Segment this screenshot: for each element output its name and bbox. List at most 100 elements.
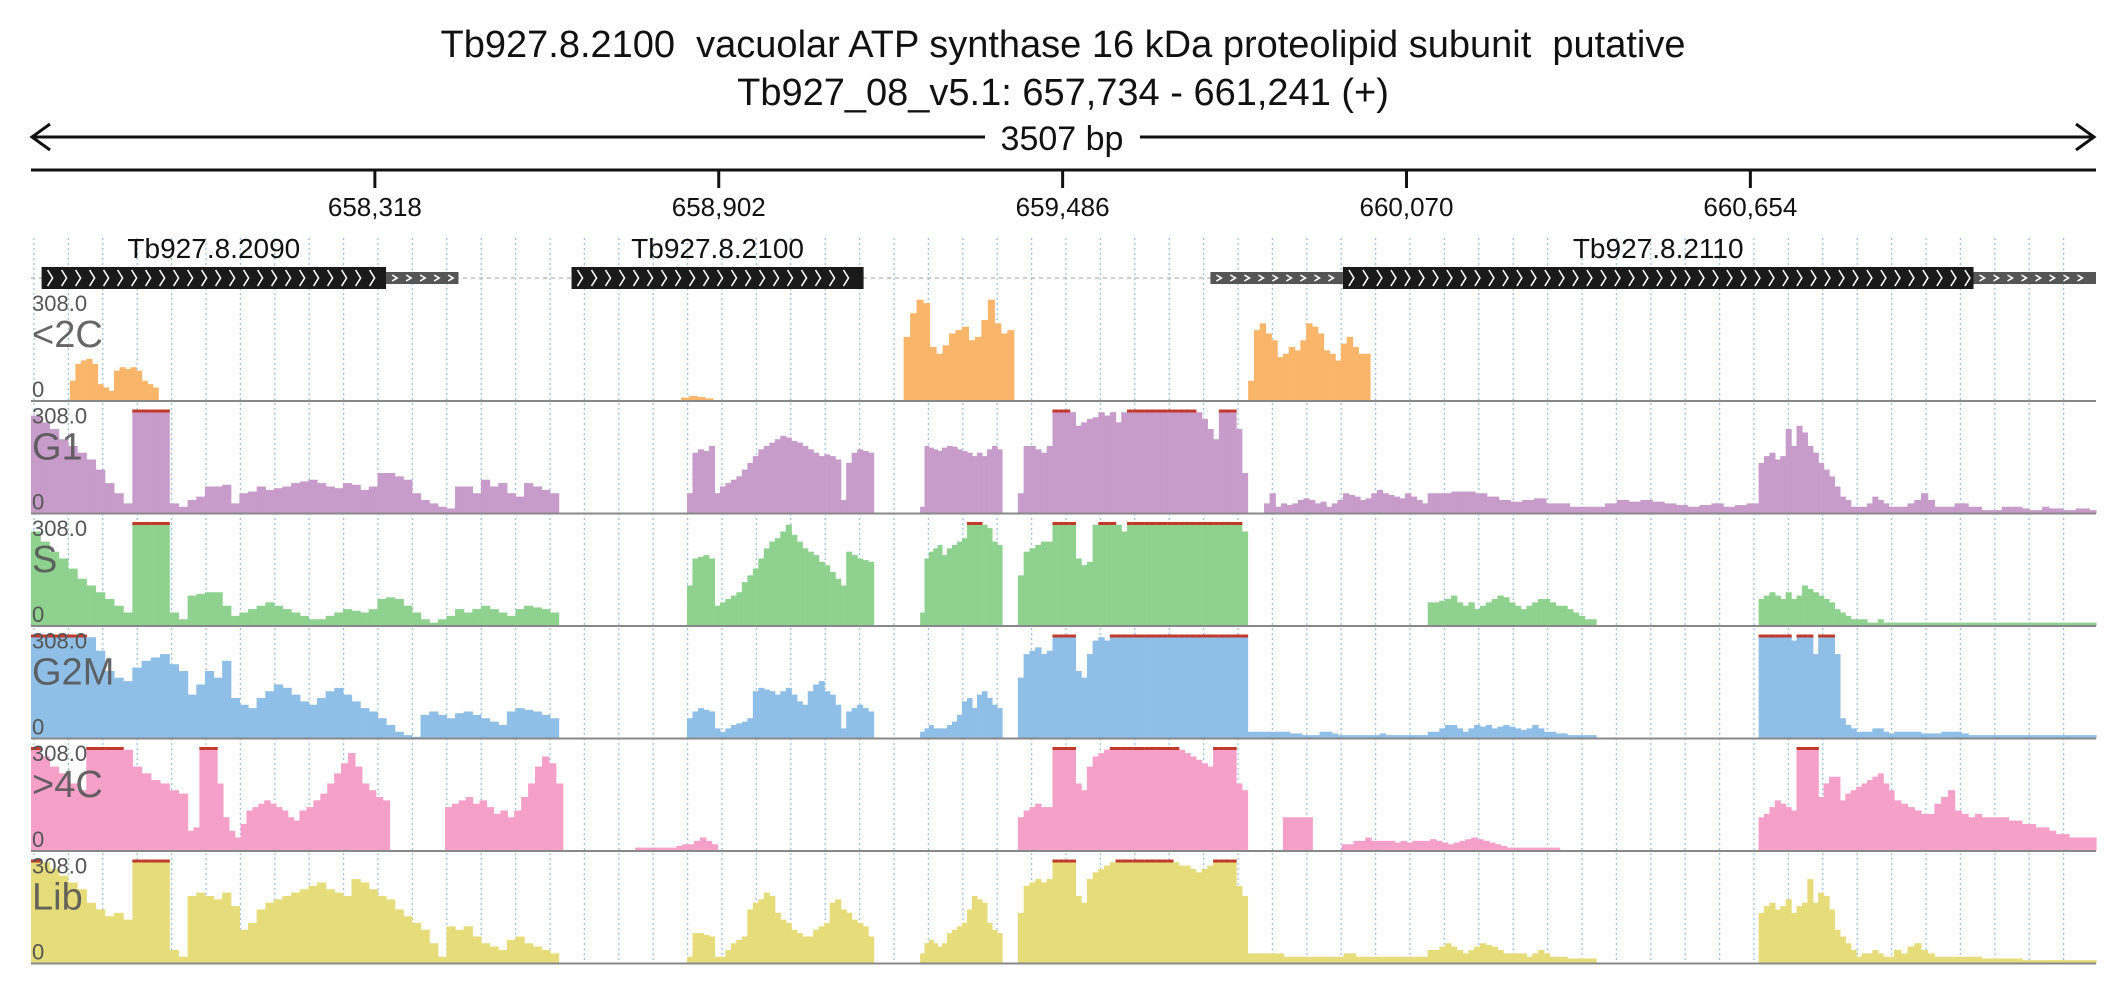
coverage-bar bbox=[1981, 622, 1989, 626]
y-max-label: 308.0 bbox=[32, 291, 87, 316]
coverage-bar bbox=[1734, 505, 1748, 514]
coverage-bar bbox=[1241, 472, 1249, 514]
coverage-bar bbox=[2035, 735, 2043, 739]
coverage-bar bbox=[2008, 735, 2016, 739]
coverage-bar bbox=[1195, 872, 1203, 964]
coverage-bar bbox=[102, 387, 110, 401]
coverage-bar bbox=[1063, 522, 1071, 626]
coverage-bar bbox=[1086, 879, 1094, 964]
track-label: S bbox=[32, 539, 57, 581]
coverage-bar bbox=[769, 442, 776, 514]
coverage-bar bbox=[429, 503, 439, 514]
coverage-bar bbox=[222, 605, 232, 626]
coverage-bar bbox=[1371, 493, 1378, 514]
coverage-bar bbox=[741, 721, 748, 739]
clip-marker bbox=[1063, 747, 1071, 750]
coverage-bar bbox=[741, 469, 748, 514]
coverage-bar bbox=[916, 299, 924, 401]
coverage-bar bbox=[703, 934, 710, 964]
coverage-bar bbox=[1534, 498, 1547, 514]
coverage-bar bbox=[1845, 793, 1852, 851]
coverage-bar bbox=[1435, 840, 1443, 851]
coverage-bar bbox=[2028, 823, 2037, 851]
coverage-bar bbox=[752, 902, 759, 964]
coverage-bar bbox=[971, 522, 978, 626]
coverage-bar bbox=[256, 605, 266, 626]
coverage-bar bbox=[924, 728, 930, 739]
coverage-bar bbox=[368, 889, 379, 964]
coverage-bar bbox=[1259, 953, 1267, 964]
coverage-bar bbox=[222, 484, 232, 514]
strand-chevrons bbox=[1979, 274, 2085, 282]
clip-marker bbox=[1058, 634, 1065, 638]
coverage-bar bbox=[141, 859, 152, 964]
coverage-bar bbox=[1098, 522, 1105, 626]
coverage-bar bbox=[455, 486, 465, 514]
clip-marker bbox=[1132, 522, 1140, 525]
coverage-bar bbox=[1035, 544, 1042, 626]
coverage-bar bbox=[2015, 820, 2023, 851]
coverage-bar bbox=[1029, 650, 1036, 739]
coverage-bar bbox=[1081, 677, 1088, 739]
coverage-bar bbox=[1894, 731, 1902, 739]
clip-marker bbox=[1144, 859, 1151, 863]
coverage-bar bbox=[1424, 840, 1431, 851]
coverage-bar bbox=[791, 929, 798, 964]
coverage-bar bbox=[2075, 837, 2084, 851]
coverage-bar bbox=[1823, 895, 1830, 964]
coverage-bar bbox=[178, 670, 189, 739]
coverage-bar bbox=[104, 747, 115, 851]
coverage-bar bbox=[317, 697, 327, 739]
coverage-bar bbox=[791, 440, 798, 514]
coverage-bar bbox=[730, 595, 737, 626]
coverage-bar bbox=[1379, 956, 1387, 964]
coverage-bar bbox=[1409, 956, 1417, 964]
coverage-bar bbox=[951, 721, 958, 739]
coverage-bar bbox=[1104, 640, 1111, 739]
coverage-bar bbox=[80, 360, 88, 401]
coverage-bar bbox=[807, 449, 814, 514]
coverage-bar bbox=[711, 844, 719, 851]
y-max-label: 308.0 bbox=[32, 404, 87, 429]
coverage-bar bbox=[956, 449, 963, 514]
coverage-bar bbox=[86, 747, 97, 851]
clip-marker bbox=[1190, 634, 1197, 638]
coverage-bar bbox=[1785, 807, 1792, 851]
coverage-bar bbox=[697, 708, 705, 739]
coverage-bar bbox=[1961, 956, 1969, 964]
coverage-bar bbox=[1791, 912, 1798, 964]
coverage-bar bbox=[2001, 735, 2010, 739]
coverage-bar bbox=[1974, 813, 1983, 851]
coverage-bar bbox=[455, 609, 465, 626]
clip-marker bbox=[1138, 522, 1145, 525]
coverage-bar bbox=[868, 561, 875, 626]
coverage-bar bbox=[705, 840, 713, 851]
coverage-bar bbox=[774, 912, 781, 964]
coverage-bar bbox=[141, 380, 148, 401]
coverage-bar bbox=[699, 837, 707, 851]
coverage-bar bbox=[291, 612, 301, 626]
coverage-bar bbox=[937, 946, 943, 964]
coverage-bar bbox=[132, 667, 143, 739]
coverage-bar bbox=[2008, 820, 2016, 851]
clip-marker bbox=[1121, 859, 1128, 863]
coverage-bar bbox=[306, 807, 314, 851]
coverage-bar bbox=[1549, 602, 1557, 626]
clip-marker bbox=[1218, 859, 1226, 863]
coverage-bar bbox=[282, 687, 292, 739]
coverage-bar bbox=[758, 558, 765, 626]
coverage-bar bbox=[291, 892, 301, 964]
coverage-bar bbox=[923, 303, 931, 401]
coverage-bar bbox=[1283, 731, 1291, 739]
coverage-bar bbox=[455, 929, 465, 964]
coverage-bar bbox=[1450, 946, 1458, 964]
coverage-bar bbox=[187, 499, 197, 514]
coverage-bar bbox=[840, 909, 847, 964]
coverage-bar bbox=[1723, 506, 1736, 514]
coverage-bar bbox=[1856, 619, 1863, 626]
coverage-bar bbox=[354, 766, 363, 851]
coverage-bar bbox=[966, 522, 973, 626]
coverage-bar bbox=[1337, 735, 1345, 739]
coverage-bar bbox=[736, 476, 743, 514]
coverage-bar bbox=[1834, 486, 1841, 514]
